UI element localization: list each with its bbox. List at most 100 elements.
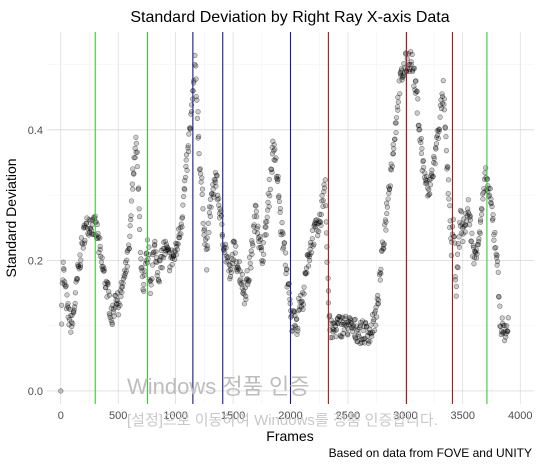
data-point [281, 240, 287, 246]
data-point [493, 244, 499, 251]
data-point [392, 136, 398, 142]
watermark-subtitle: [설정]으로 이동하여 Windows를 정품 인증합니다. [127, 412, 438, 429]
data-point [308, 249, 315, 256]
data-point [137, 214, 143, 220]
data-point [488, 196, 494, 202]
data-point [60, 259, 66, 265]
data-point [283, 250, 289, 256]
data-point [420, 157, 426, 164]
data-point [401, 61, 407, 67]
data-point [391, 145, 397, 152]
data-point [200, 220, 206, 226]
data-point [372, 308, 379, 314]
data-point [333, 327, 340, 333]
data-point [232, 250, 238, 256]
data-point [373, 322, 379, 328]
data-point [408, 61, 414, 68]
data-point [260, 240, 266, 246]
data-point [126, 245, 132, 252]
data-point [437, 114, 443, 120]
data-point [328, 317, 334, 323]
data-point [458, 209, 464, 215]
data-point [205, 220, 211, 226]
data-point [249, 251, 255, 257]
data-point [495, 269, 501, 275]
data-point [137, 249, 144, 256]
data-point [454, 251, 461, 257]
data-point [490, 212, 496, 218]
data-point [416, 122, 422, 128]
data-point [240, 280, 246, 286]
data-point [174, 246, 180, 253]
watermark-title: Windows 정품 인증 [127, 374, 309, 399]
data-point [371, 327, 378, 334]
data-point [263, 224, 269, 230]
data-point [253, 208, 259, 215]
data-point [68, 329, 74, 335]
x-tick-label: 4000 [508, 410, 532, 422]
data-point [239, 271, 246, 277]
data-point [77, 252, 83, 258]
data-point [82, 238, 88, 244]
data-point [430, 173, 436, 179]
data-point [149, 262, 156, 268]
data-point [148, 282, 154, 288]
data-point [284, 266, 290, 272]
data-point [196, 133, 202, 140]
data-point [196, 151, 202, 157]
x-tick-label: 2500 [336, 410, 360, 422]
data-point [480, 196, 486, 202]
data-point [207, 213, 213, 219]
data-point [78, 235, 84, 241]
data-point [225, 254, 231, 260]
data-point [227, 273, 234, 280]
data-point [193, 63, 199, 69]
tick-labels: 0 500 1000 1500 2000 2500 3000 3500 4000 0.0 0.2 0.… [28, 125, 533, 422]
data-point [460, 238, 466, 245]
data-point [318, 222, 324, 229]
data-point [128, 213, 134, 219]
x-tick-label: 2000 [278, 410, 302, 422]
data-point [479, 206, 485, 213]
data-point [320, 197, 326, 204]
data-point [65, 300, 71, 307]
data-point [109, 321, 115, 327]
x-axis-label: Frames [266, 428, 313, 444]
data-point [345, 332, 351, 338]
data-point [455, 265, 461, 271]
data-point [258, 247, 265, 253]
data-point [72, 290, 79, 296]
data-point [488, 200, 494, 207]
data-point [204, 267, 210, 273]
data-point [243, 293, 249, 299]
data-point [77, 262, 84, 268]
x-tick-label: 1000 [163, 410, 187, 422]
data-point [199, 186, 206, 192]
data-point [119, 289, 125, 295]
data-point [279, 220, 285, 226]
data-point [98, 259, 104, 265]
data-point [408, 49, 414, 55]
data-point [435, 135, 441, 142]
data-point [233, 243, 239, 249]
data-point [393, 129, 399, 136]
data-point [307, 257, 313, 264]
data-point [128, 217, 134, 223]
data-point [124, 257, 130, 263]
data-point [105, 281, 111, 288]
data-point [261, 251, 267, 257]
data-point [132, 154, 138, 161]
data-point [383, 219, 389, 225]
data-point [277, 209, 283, 215]
data-point [214, 173, 220, 179]
data-point [128, 198, 135, 204]
data-point [173, 252, 179, 258]
data-point [304, 270, 310, 276]
data-point [186, 148, 192, 155]
data-point [404, 56, 410, 62]
data-point [462, 229, 468, 235]
data-point [469, 230, 475, 236]
data-point [384, 204, 390, 210]
data-point [317, 219, 323, 225]
data-point [64, 292, 70, 298]
